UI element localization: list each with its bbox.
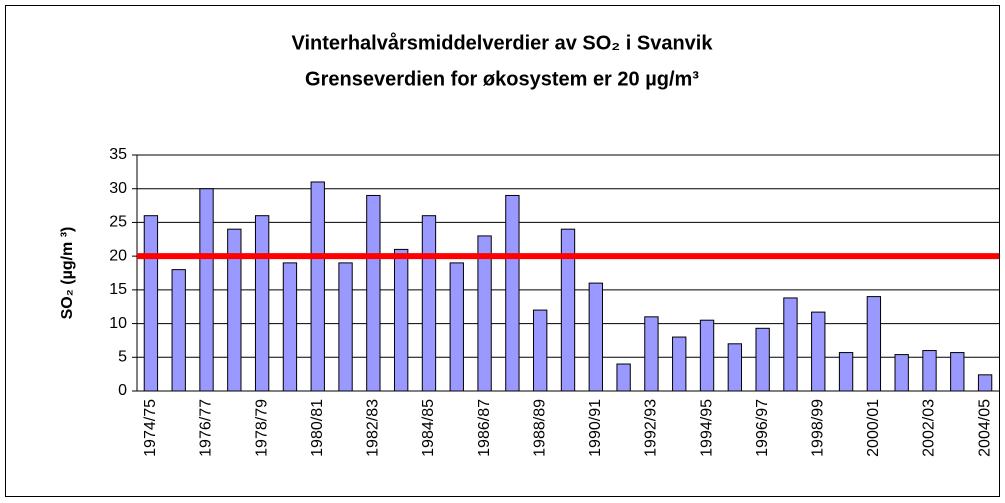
bar <box>950 352 965 392</box>
x-tick-label: 2000/01 <box>865 399 882 457</box>
y-tick-label: 15 <box>109 281 127 298</box>
bar <box>393 248 409 392</box>
bar <box>699 319 715 392</box>
bar <box>922 350 937 392</box>
bar <box>894 354 909 392</box>
x-tick-label: 1982/83 <box>365 399 382 457</box>
x-tick-label: 1978/79 <box>253 399 270 457</box>
bar <box>143 215 159 392</box>
bar <box>449 262 464 392</box>
x-tick-label: 2002/03 <box>921 399 938 457</box>
bar <box>421 215 437 392</box>
x-tick-label: 1980/81 <box>309 399 326 457</box>
bar <box>282 262 298 392</box>
x-tick-label: 1994/95 <box>698 399 715 457</box>
chart-title: Vinterhalvårsmiddelverdier av SO₂ i Svan… <box>292 31 714 54</box>
bar <box>366 194 381 392</box>
x-tick-label: 1992/93 <box>643 399 660 457</box>
x-tick-label: 1998/99 <box>809 399 826 457</box>
y-tick-label: 20 <box>109 247 127 264</box>
bar <box>171 269 186 392</box>
y-tick-label: 35 <box>109 146 127 163</box>
bar <box>727 343 743 392</box>
x-tick-label: 1996/97 <box>754 399 771 457</box>
y-tick-label: 0 <box>118 382 127 399</box>
bar <box>616 363 631 392</box>
x-tick-label: 1990/91 <box>587 399 604 457</box>
bar <box>866 296 882 392</box>
y-tick-label: 10 <box>109 315 127 332</box>
y-tick-label: 30 <box>109 180 127 197</box>
y-tick-label: 25 <box>109 214 127 231</box>
bar <box>672 336 687 392</box>
x-tick-label: 1976/77 <box>198 399 215 457</box>
x-tick-label: 1974/75 <box>142 399 159 457</box>
chart-subtitle: Grenseverdien for økosystem er 20 µg/m³ <box>305 68 699 90</box>
bar <box>644 316 659 392</box>
bar <box>505 194 520 392</box>
y-tick-label: 5 <box>118 349 127 366</box>
bar <box>338 262 353 392</box>
x-tick-label: 1988/89 <box>531 399 548 457</box>
bar <box>477 235 492 392</box>
bar <box>838 352 854 392</box>
bar <box>199 188 214 392</box>
x-tick-label: 2004/05 <box>976 399 993 457</box>
bar <box>533 309 548 392</box>
bar <box>310 181 325 392</box>
bar <box>588 282 603 392</box>
y-axis-label: SO₂ (µg/m ³) <box>59 227 76 320</box>
x-tick-label: 1984/85 <box>420 399 437 457</box>
bar <box>254 215 270 392</box>
x-tick-label: 1986/87 <box>476 399 493 457</box>
bar <box>977 374 993 392</box>
bar <box>811 311 826 392</box>
chart-border <box>5 5 1000 497</box>
bar <box>783 297 798 392</box>
bar <box>755 327 770 392</box>
